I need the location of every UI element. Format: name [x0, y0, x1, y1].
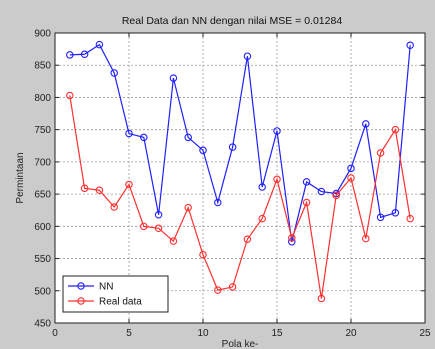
data-point	[406, 41, 414, 49]
x-tick-label: 10	[197, 328, 209, 339]
data-point	[391, 209, 400, 217]
data-point	[317, 187, 326, 196]
x-tick-label: 5	[126, 328, 132, 339]
data-point	[110, 69, 118, 77]
data-point	[228, 283, 237, 291]
data-point	[243, 235, 252, 243]
data-point	[66, 91, 74, 100]
data-point	[110, 203, 118, 211]
x-tick-label: 15	[271, 328, 283, 339]
data-point	[391, 125, 400, 134]
data-point	[302, 178, 311, 186]
data-point	[362, 234, 370, 243]
chart-title: Real Data dan NN dengan nilai MSE = 0.01…	[122, 15, 343, 27]
y-axis-title: Permintaan	[15, 152, 26, 203]
data-point	[347, 174, 355, 182]
data-point	[214, 286, 222, 294]
data-point	[258, 214, 266, 223]
data-point	[376, 149, 385, 157]
y-tick-label: 850	[34, 61, 51, 72]
y-tick-label: 650	[34, 190, 51, 201]
y-axis: 450 500 550 600 650 700 750 800 850 900	[34, 29, 425, 330]
data-point	[140, 133, 148, 142]
data-point	[95, 40, 104, 49]
y-tick-label: 500	[34, 286, 51, 297]
series-layer	[66, 40, 414, 303]
legend-swatch-marker	[77, 282, 85, 290]
x-tick-label: 20	[345, 328, 357, 339]
data-point	[140, 222, 148, 231]
data-point	[169, 237, 178, 245]
legend-label: NN	[99, 282, 113, 293]
y-tick-label: 750	[34, 125, 51, 136]
y-tick-label: 900	[34, 29, 51, 40]
data-point	[66, 51, 74, 59]
x-tick-label: 0	[52, 328, 58, 339]
y-tick-label: 550	[34, 254, 51, 265]
data-point	[273, 175, 281, 184]
data-point	[199, 250, 207, 259]
data-point	[169, 74, 178, 82]
y-tick-label: 450	[34, 319, 51, 330]
data-point	[125, 129, 133, 138]
data-point	[80, 184, 89, 193]
data-point	[258, 183, 266, 191]
data-point	[95, 186, 104, 194]
data-point	[288, 234, 296, 242]
y-tick-label: 700	[34, 157, 51, 168]
legend-swatch-marker	[77, 297, 85, 305]
data-point	[154, 224, 163, 233]
data-point	[184, 133, 192, 142]
x-axis: 0 5 10 15 20 25	[52, 33, 431, 339]
data-point	[273, 127, 281, 135]
data-point	[332, 191, 340, 200]
data-point	[347, 164, 355, 173]
x-tick-label: 25	[419, 328, 431, 339]
data-point	[302, 198, 311, 207]
data-point	[406, 214, 414, 223]
series-line	[69, 43, 411, 242]
data-point	[214, 198, 222, 207]
y-tick-label: 800	[34, 93, 51, 104]
data-point	[154, 210, 163, 219]
data-point	[243, 52, 252, 60]
data-point	[184, 203, 192, 212]
data-point	[125, 180, 133, 189]
legend-label: Real data	[99, 297, 142, 308]
legend: NN Real data	[62, 275, 169, 313]
series-line	[69, 95, 411, 299]
legend-item: NN	[68, 282, 113, 293]
legend-box	[62, 275, 169, 313]
data-point	[376, 213, 385, 222]
data-point	[199, 146, 207, 155]
data-point	[80, 50, 89, 59]
data-point	[317, 294, 326, 303]
y-tick-label: 600	[34, 222, 51, 233]
series-1	[66, 40, 414, 246]
legend-item: Real data	[68, 297, 142, 308]
data-point	[228, 143, 237, 151]
series-2	[66, 91, 414, 303]
x-axis-title: Pola ke-	[222, 339, 259, 349]
data-point	[362, 120, 370, 128]
